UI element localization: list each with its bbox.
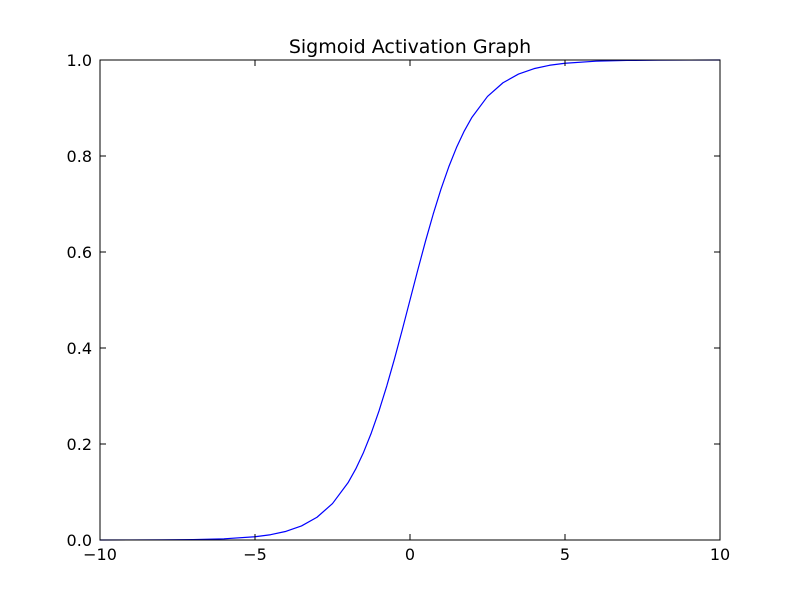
ticks-layer [99, 59, 721, 541]
y-tick-label-4: 0.8 [67, 147, 92, 166]
y-tick-label-0: 0.0 [67, 531, 92, 550]
x-tick-label-4: 10 [710, 545, 730, 564]
y-tick-label-2: 0.4 [67, 339, 92, 358]
y-tick-label-3: 0.6 [67, 243, 92, 262]
y-tick-label-5: 1.0 [67, 51, 92, 70]
tick-labels-layer: −10 −5 0 5 10 0.0 0.2 0.4 0.6 0.8 1.0 [67, 51, 731, 564]
x-tick-label-0: −10 [83, 545, 117, 564]
x-tick-label-3: 5 [560, 545, 570, 564]
x-tick-label-1: −5 [243, 545, 267, 564]
x-tick-label-2: 0 [405, 545, 415, 564]
y-tick-label-1: 0.2 [67, 435, 92, 454]
series-line-0 [99, 59, 721, 541]
chart-title: Sigmoid Activation Graph [289, 36, 531, 58]
plot-layer [99, 59, 721, 541]
